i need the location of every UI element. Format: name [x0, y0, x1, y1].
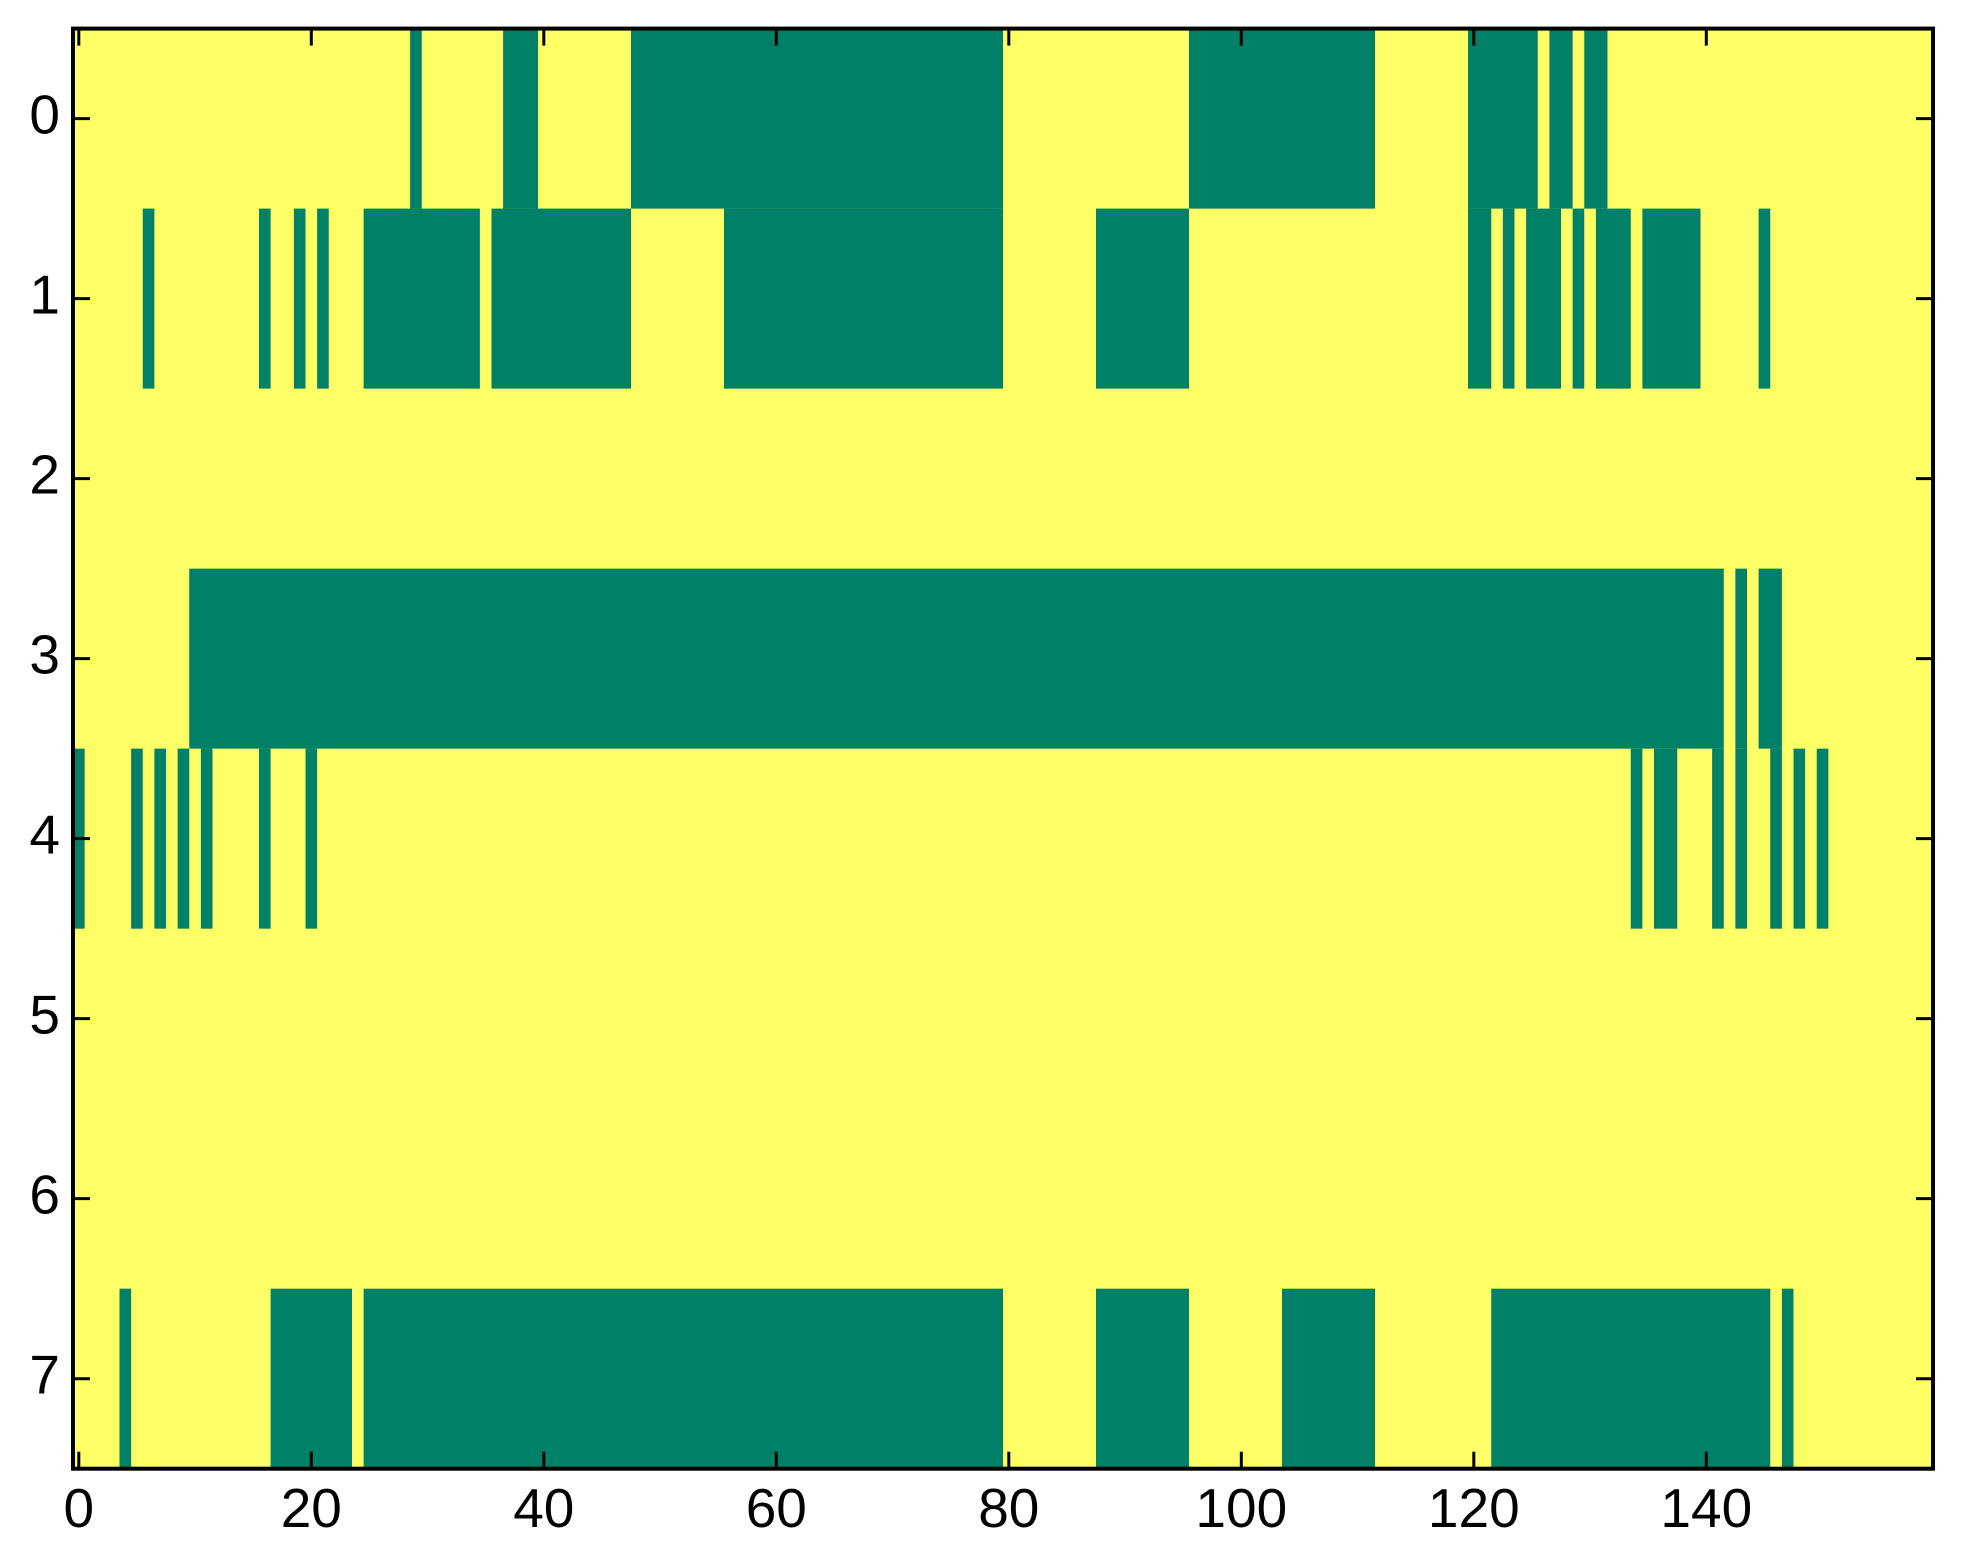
svg-text:4: 4 [29, 804, 60, 866]
svg-text:5: 5 [29, 984, 60, 1046]
svg-text:140: 140 [1660, 1477, 1752, 1539]
svg-text:80: 80 [978, 1477, 1039, 1539]
svg-text:2: 2 [29, 444, 60, 506]
svg-text:0: 0 [64, 1477, 95, 1539]
svg-text:120: 120 [1428, 1477, 1520, 1539]
svg-text:0: 0 [29, 84, 60, 146]
svg-text:20: 20 [281, 1477, 342, 1539]
svg-text:60: 60 [746, 1477, 807, 1539]
svg-text:3: 3 [29, 624, 60, 686]
svg-text:1: 1 [29, 264, 60, 326]
svg-text:100: 100 [1195, 1477, 1287, 1539]
svg-text:7: 7 [29, 1344, 60, 1406]
svg-text:40: 40 [513, 1477, 574, 1539]
svg-text:6: 6 [29, 1164, 60, 1226]
